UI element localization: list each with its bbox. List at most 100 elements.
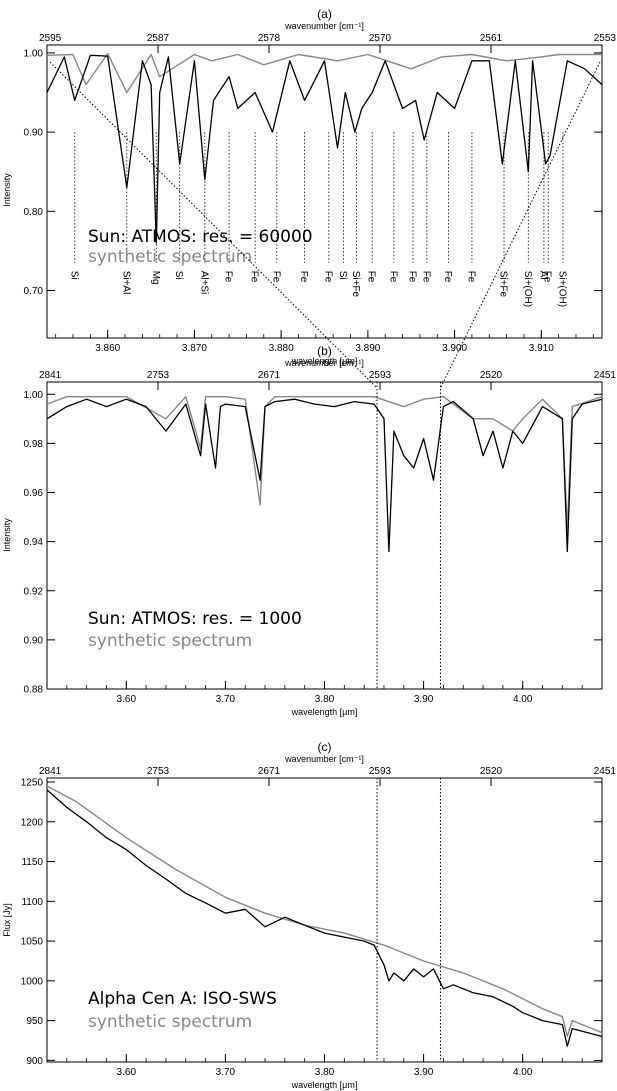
legend-observed: Sun: ATMOS: res. = 1000 [88,609,302,629]
y-tick-label: 1100 [21,897,43,908]
y-tick-label: 0.94 [24,537,44,548]
panel-b: 3.60 3.70 3.80 3.90 4.00 2841 2753 2671 2593 2520… [2,344,616,717]
y-tick-label: 950 [26,1016,43,1027]
line-id-label: Si [173,271,184,280]
line-id-label: Si+Fe [498,271,509,298]
y-tick-label: 900 [26,1056,43,1067]
x-tick-label: 3.90 [414,1067,434,1078]
x-tick-label: 3.870 [182,343,207,354]
legend-synthetic: synthetic spectrum [88,247,252,267]
top-tick-label: 2671 [258,370,281,381]
y-tick-label: 0.90 [24,128,44,139]
panel-a: 3.860 3.870 3.880 3.890 3.900 3.910 2595 2587 25… [2,7,616,366]
x-tick-label: 3.70 [216,1067,236,1078]
legend-synthetic: synthetic spectrum [88,631,252,651]
y-tick-label: 0.80 [24,207,44,218]
y-tick-label: 0.96 [24,488,44,499]
x-tick-label: 3.60 [117,1067,137,1078]
x-axis-label: wavelength [μm] [291,707,358,717]
line-id-label: Fe [270,271,281,283]
x-axis-label: wavelength [μm] [291,1080,358,1090]
synthetic-series-line [46,53,602,94]
line-id-label: Fe [298,271,309,283]
x-tick-label: 3.70 [216,694,236,705]
line-id-label: Si [337,271,348,280]
y-tick-label: 1050 [21,937,44,948]
y-tick-label: 1200 [21,817,44,828]
y-tick-label: 0.98 [24,439,44,450]
line-id-label: Fe [442,271,453,283]
y-axis-label: Intensity [2,173,12,207]
top-axis-label: wavenumber [cm⁻¹] [284,358,364,368]
line-id-label: Fe [249,271,260,283]
panel-label: (b) [317,344,332,358]
top-tick-label: 2841 [39,370,62,381]
top-axis-label: wavenumber [cm⁻¹] [284,21,364,31]
zoom-connectors [49,61,601,389]
observed-series-line [46,398,603,553]
line-id-label: Fe [406,271,417,283]
observed-series-line [46,54,603,244]
top-tick-label: 2593 [369,766,392,777]
x-tick-label: 4.00 [513,694,533,705]
x-tick-label: 3.60 [117,694,137,705]
top-axis-label: wavenumber [cm⁻¹] [284,754,364,764]
line-id-label: Si+(OH) [522,271,533,307]
y-tick-label: 1150 [21,857,43,868]
line-id-label: Si+(OH) [556,271,567,307]
top-tick-label: 2451 [594,766,617,777]
top-tick-label: 2553 [594,33,617,44]
y-tick-label: 1000 [21,976,44,987]
y-tick-label: 0.70 [24,286,44,297]
top-tick-label: 2561 [480,33,503,44]
y-axis-label: Flux [Jy] [2,903,12,937]
line-id-label: Si [68,271,79,280]
y-tick-label: 1.00 [24,48,44,59]
y-tick-label: 0.88 [24,685,44,696]
line-id-label: Fe [420,271,431,283]
top-tick-label: 2841 [39,766,62,777]
panel-label: (c) [318,740,332,754]
top-tick-label: 2520 [480,766,503,777]
line-id-label: Mg [150,271,161,285]
observed-series-line [46,789,603,1047]
top-tick-label: 2451 [594,370,617,381]
synthetic-series-line [46,396,603,531]
top-tick-label: 2520 [480,370,503,381]
line-id-label: Fe [366,271,377,283]
line-id-label: Si+Fe [350,271,361,298]
line-id-label: Fe [223,271,234,283]
top-tick-label: 2671 [258,766,281,777]
top-tick-label: 2595 [39,33,62,44]
synthetic-series-line [46,785,603,1038]
y-tick-label: 1.00 [24,390,44,401]
top-tick-label: 2753 [147,766,170,777]
legend-synthetic: synthetic spectrum [88,1012,252,1032]
y-tick-label: 0.90 [24,635,44,646]
x-tick-label: 3.890 [355,343,380,354]
line-id-label: Al+Si [198,271,209,295]
legend-observed: Alpha Cen A: ISO-SWS [88,989,277,1009]
y-axis-label: Intensity [2,518,12,552]
y-tick-label: 0.92 [24,586,44,597]
x-tick-label: 3.90 [414,694,434,705]
x-tick-label: 3.880 [269,343,294,354]
top-tick-label: 2578 [258,33,281,44]
x-tick-label: 3.910 [529,343,554,354]
panel-label: (a) [317,7,332,21]
x-tick-label: 4.00 [513,1067,533,1078]
x-tick-label: 3.80 [315,1067,335,1078]
plot-frame [46,44,603,339]
top-tick-label: 2587 [147,33,170,44]
zoom-connector-left [49,61,378,389]
y-tick-label: 1250 [21,777,44,788]
line-id-label: Al [537,271,548,280]
legend-observed: Sun: ATMOS: res. = 60000 [88,227,313,247]
top-tick-label: 2570 [369,33,392,44]
x-tick-label: 3.860 [95,343,120,354]
panel-c: 3.60 3.70 3.80 3.90 4.00 2841 2753 2671 2593 2520… [2,740,616,1090]
line-id-label: Fe [542,271,553,283]
x-tick-label: 3.80 [315,694,335,705]
x-axis-label: wavelength [μm] [291,356,358,366]
